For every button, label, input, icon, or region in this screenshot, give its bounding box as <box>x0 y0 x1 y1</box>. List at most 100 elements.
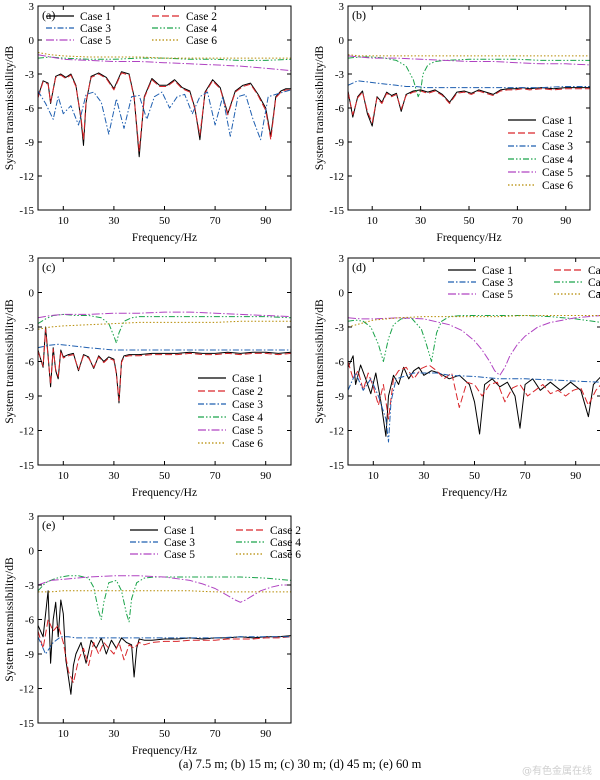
series-line-case-5 <box>348 55 590 66</box>
panel-label: (c) <box>42 260 55 274</box>
legend-label-case-2: Case 2 <box>270 525 301 537</box>
x-tick-label: 10 <box>58 728 70 740</box>
legend-label-case-3: Case 3 <box>232 399 263 411</box>
series-group <box>38 311 291 404</box>
panel-label: (d) <box>352 260 366 274</box>
y-tick-label: 3 <box>29 1 35 13</box>
y-tick-label: -15 <box>19 460 34 472</box>
y-tick-label: -12 <box>19 171 34 183</box>
y-tick-label: -12 <box>329 171 344 183</box>
y-tick-label: -6 <box>25 357 35 369</box>
legend-label-case-5: Case 5 <box>164 549 195 561</box>
legend-label-case-5: Case 5 <box>482 289 513 301</box>
x-tick-label: 50 <box>469 470 481 482</box>
legend-label-case-3: Case 3 <box>542 141 573 153</box>
legend-label-case-1: Case 1 <box>164 525 195 537</box>
y-tick-label: -9 <box>25 391 35 403</box>
figure-caption: (a) 7.5 m; (b) 15 m; (c) 30 m; (d) 45 m;… <box>178 757 422 771</box>
x-tick-label: 30 <box>418 470 430 482</box>
legend-label-case-5: Case 5 <box>232 425 263 437</box>
legend-label-case-6: Case 6 <box>186 35 217 47</box>
x-tick-label: 30 <box>108 470 120 482</box>
series-line-case-4 <box>348 56 590 98</box>
series-line-case-5 <box>38 311 291 319</box>
panel-label: (b) <box>352 8 366 22</box>
x-tick-label: 90 <box>570 470 582 482</box>
y-tick-label: -6 <box>335 357 345 369</box>
series-line-case-3 <box>38 343 291 351</box>
legend-label-case-3: Case 3 <box>80 23 111 35</box>
series-line-case-5 <box>38 575 291 603</box>
y-tick-label: -12 <box>19 684 34 696</box>
x-tick-label: 30 <box>415 215 427 227</box>
legend-label-case-1: Case 1 <box>542 115 573 127</box>
x-tick-label: 90 <box>260 215 272 227</box>
y-tick-label: -3 <box>25 322 35 334</box>
series-line-case-2 <box>38 72 291 152</box>
series-line-case-4 <box>38 313 291 344</box>
y-axis-label: System transmissibility/dB <box>4 299 16 424</box>
series-line-case-6 <box>38 320 291 330</box>
legend-label-case-6: Case 6 <box>542 180 573 192</box>
legend-label-case-2: Case 2 <box>588 265 600 277</box>
y-tick-label: 3 <box>339 253 345 265</box>
series-line-case-2 <box>348 361 600 420</box>
legend-label-case-3: Case 3 <box>164 537 195 549</box>
series-group <box>348 315 600 443</box>
legend-label-case-4: Case 4 <box>186 23 217 35</box>
legend-label-case-5: Case 5 <box>80 35 111 47</box>
x-tick-label: 70 <box>210 215 222 227</box>
x-axis-label: Frequency/Hz <box>132 232 197 244</box>
y-tick-label: -9 <box>25 137 35 149</box>
series-line-case-6 <box>348 315 600 328</box>
series-line-case-6 <box>348 54 590 57</box>
legend-label-case-2: Case 2 <box>232 386 263 398</box>
y-tick-label: -6 <box>25 615 35 627</box>
series-line-case-2 <box>348 88 590 124</box>
x-tick-label: 70 <box>520 470 532 482</box>
x-tick-label: 50 <box>159 728 171 740</box>
y-axis-label: System transmissibility/dB <box>4 557 16 682</box>
x-tick-label: 50 <box>464 215 476 227</box>
y-tick-label: 0 <box>339 288 345 300</box>
y-tick-label: -9 <box>335 137 345 149</box>
legend-label-case-6: Case 6 <box>588 289 600 301</box>
series-group <box>348 54 590 127</box>
series-line-case-3 <box>348 80 590 89</box>
panel-label: (a) <box>42 8 55 22</box>
x-axis-label: Frequency/Hz <box>132 745 197 757</box>
x-tick-label: 10 <box>368 470 380 482</box>
y-tick-label: -6 <box>335 103 345 115</box>
legend-label-case-6: Case 6 <box>232 438 263 450</box>
series-line-case-3 <box>38 89 291 141</box>
y-tick-label: 0 <box>29 288 35 300</box>
x-tick-label: 90 <box>260 470 272 482</box>
legend-label-case-2: Case 2 <box>542 128 573 140</box>
legend-label-case-1: Case 1 <box>232 373 263 385</box>
x-tick-label: 90 <box>560 215 572 227</box>
y-axis-label: System transmissibility/dB <box>4 46 16 171</box>
series-line-case-4 <box>348 315 600 362</box>
y-tick-label: -3 <box>25 580 35 592</box>
y-tick-label: -6 <box>25 103 35 115</box>
series-line-case-3 <box>348 372 600 443</box>
plot-frame <box>37 5 292 211</box>
y-tick-label: -15 <box>19 718 34 730</box>
panel-label: (e) <box>42 518 55 532</box>
series-line-case-1 <box>38 71 291 158</box>
x-tick-label: 70 <box>210 728 222 740</box>
series-group <box>38 575 291 695</box>
y-tick-label: 3 <box>29 253 35 265</box>
series-line-case-1 <box>38 590 291 695</box>
x-tick-label: 10 <box>58 215 70 227</box>
x-tick-label: 50 <box>159 215 171 227</box>
series-line-case-1 <box>348 355 600 437</box>
x-axis-label: Frequency/Hz <box>132 487 197 499</box>
x-tick-label: 50 <box>159 470 171 482</box>
